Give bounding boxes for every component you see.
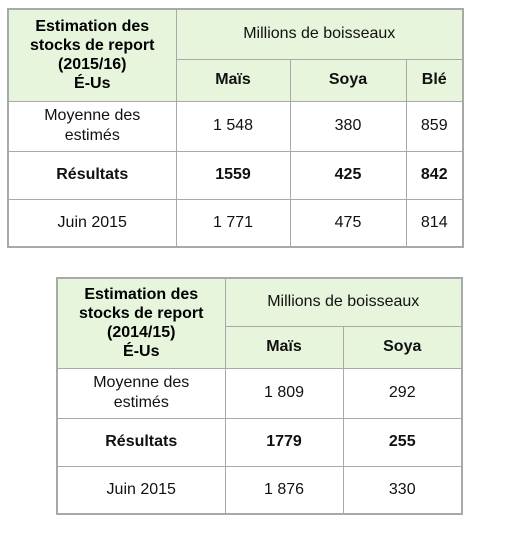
column-header-ble: Blé (405, 58, 464, 102)
title-line: Estimation des (35, 18, 150, 36)
table-row: Résultats 1559 425 842 (7, 150, 464, 200)
cell-value: 1 548 (175, 100, 291, 152)
cell-value: 1779 (224, 417, 344, 467)
cell-value: 1 771 (175, 198, 291, 248)
column-header-mais: Maïs (224, 325, 344, 369)
stocks-table-2015-16: Estimation des stocks de report (2015/16… (7, 8, 465, 248)
table-row: Moyenne des estimés 1 809 292 (56, 367, 463, 419)
stocks-table-2014-15: Estimation des stocks de report (2014/15… (56, 277, 464, 515)
cell-value: 1 809 (224, 367, 344, 419)
row-label: Moyenne des estimés (7, 100, 177, 152)
table-row: Juin 2015 1 771 475 814 (7, 198, 464, 248)
title-line: stocks de report (30, 37, 155, 55)
table-title: Estimation des stocks de report (2015/16… (7, 8, 177, 102)
title-line: É-Us (74, 75, 111, 93)
cell-value: 425 (289, 150, 407, 200)
row-label: Juin 2015 (7, 198, 177, 248)
row-label: Moyenne des estimés (56, 367, 226, 419)
title-line: (2014/15) (107, 324, 176, 342)
column-header-mais: Maïs (175, 58, 291, 102)
title-line: É-Us (123, 343, 160, 361)
table-row: Résultats 1779 255 (56, 417, 463, 467)
cell-value: 859 (405, 100, 464, 152)
column-header-soya: Soya (342, 325, 463, 369)
row-label-line: estimés (64, 127, 120, 144)
cell-value: 814 (405, 198, 464, 248)
row-label: Juin 2015 (56, 465, 226, 515)
title-line: Estimation des (84, 286, 199, 304)
row-label: Résultats (7, 150, 177, 200)
table-title: Estimation des stocks de report (2014/15… (56, 277, 226, 369)
cell-value: 255 (342, 417, 463, 467)
units-header: Millions de boisseaux (175, 8, 464, 60)
row-label-line: Moyenne des (44, 107, 141, 124)
table-row: Moyenne des estimés 1 548 380 859 (7, 100, 464, 152)
cell-value: 380 (289, 100, 407, 152)
row-label-line: estimés (113, 394, 169, 411)
title-line: (2015/16) (58, 56, 127, 74)
title-line: stocks de report (79, 305, 204, 323)
cell-value: 475 (289, 198, 407, 248)
cell-value: 292 (342, 367, 463, 419)
units-header: Millions de boisseaux (224, 277, 463, 327)
cell-value: 330 (342, 465, 463, 515)
cell-value: 1559 (175, 150, 291, 200)
cell-value: 842 (405, 150, 464, 200)
row-label: Résultats (56, 417, 226, 467)
column-header-soya: Soya (289, 58, 407, 102)
table-row: Juin 2015 1 876 330 (56, 465, 463, 515)
row-label-line: Moyenne des (93, 374, 190, 391)
cell-value: 1 876 (224, 465, 344, 515)
